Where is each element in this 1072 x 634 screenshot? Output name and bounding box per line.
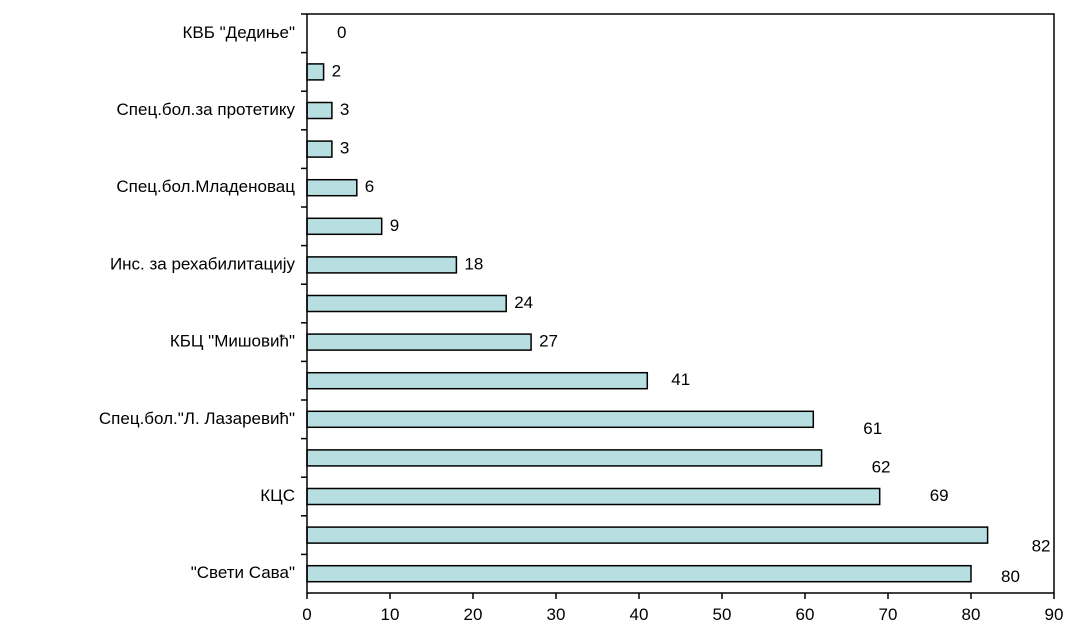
- category-label: КЦС: [260, 486, 295, 505]
- category-label: КБЦ "Мишовић": [170, 332, 295, 351]
- x-axis-ticks: 0 10 20 30 40 50 60 70 80 90: [301, 13, 1064, 624]
- bar: [306, 564, 972, 583]
- bar: [306, 256, 458, 274]
- category-label: "Свети Сава": [191, 563, 295, 582]
- bar: [306, 140, 333, 158]
- bar: [306, 487, 881, 506]
- x-tick-label: 20: [464, 605, 483, 624]
- value-label: 3: [340, 139, 349, 158]
- x-tick-label: 40: [630, 605, 649, 624]
- bar: [306, 410, 815, 429]
- value-label: 61: [863, 419, 882, 438]
- value-label: 2: [332, 61, 341, 80]
- x-tick-label: 10: [381, 605, 400, 624]
- bar: [306, 526, 989, 544]
- value-label: 24: [514, 293, 533, 312]
- bar: [306, 217, 383, 236]
- category-label: Спец.бол.за протетику: [117, 100, 296, 119]
- category-labels-group: КВБ "Дедиње" Спец.бол.за протетику Спец.бо…: [99, 23, 296, 582]
- bar: [306, 178, 358, 197]
- value-label: 18: [464, 254, 483, 273]
- value-label: 82: [1032, 537, 1051, 556]
- x-tick-label: 50: [713, 605, 732, 624]
- value-label: 69: [930, 486, 949, 505]
- plot-frame: [306, 13, 1055, 594]
- value-label: 80: [1001, 567, 1020, 586]
- value-label: 41: [671, 370, 690, 389]
- x-tick-label: 70: [879, 605, 898, 624]
- category-label: Спец.бол."Л. Лазаревић": [99, 409, 295, 428]
- bar: [306, 63, 325, 81]
- x-tick-label: 30: [547, 605, 566, 624]
- bar: [306, 449, 823, 467]
- x-tick-label: 90: [1045, 605, 1064, 624]
- category-label: Инс. за рехабилитацију: [110, 254, 296, 273]
- bar: [306, 333, 532, 351]
- value-label: 0: [337, 23, 346, 42]
- category-label: КВБ "Дедиње": [183, 23, 295, 42]
- x-tick-label: 0: [302, 605, 311, 624]
- category-label: Спец.бол.Младеновац: [116, 177, 295, 196]
- bar: [306, 294, 507, 313]
- value-label: 3: [340, 100, 349, 119]
- x-tick-label: 60: [796, 605, 815, 624]
- value-label: 27: [539, 332, 558, 351]
- value-label: 9: [390, 216, 399, 235]
- bar: [306, 101, 333, 120]
- x-tick-label: 80: [962, 605, 981, 624]
- bars-group: [306, 63, 989, 583]
- value-label: 62: [872, 457, 891, 476]
- value-label: 6: [365, 177, 374, 196]
- bar: [306, 371, 649, 390]
